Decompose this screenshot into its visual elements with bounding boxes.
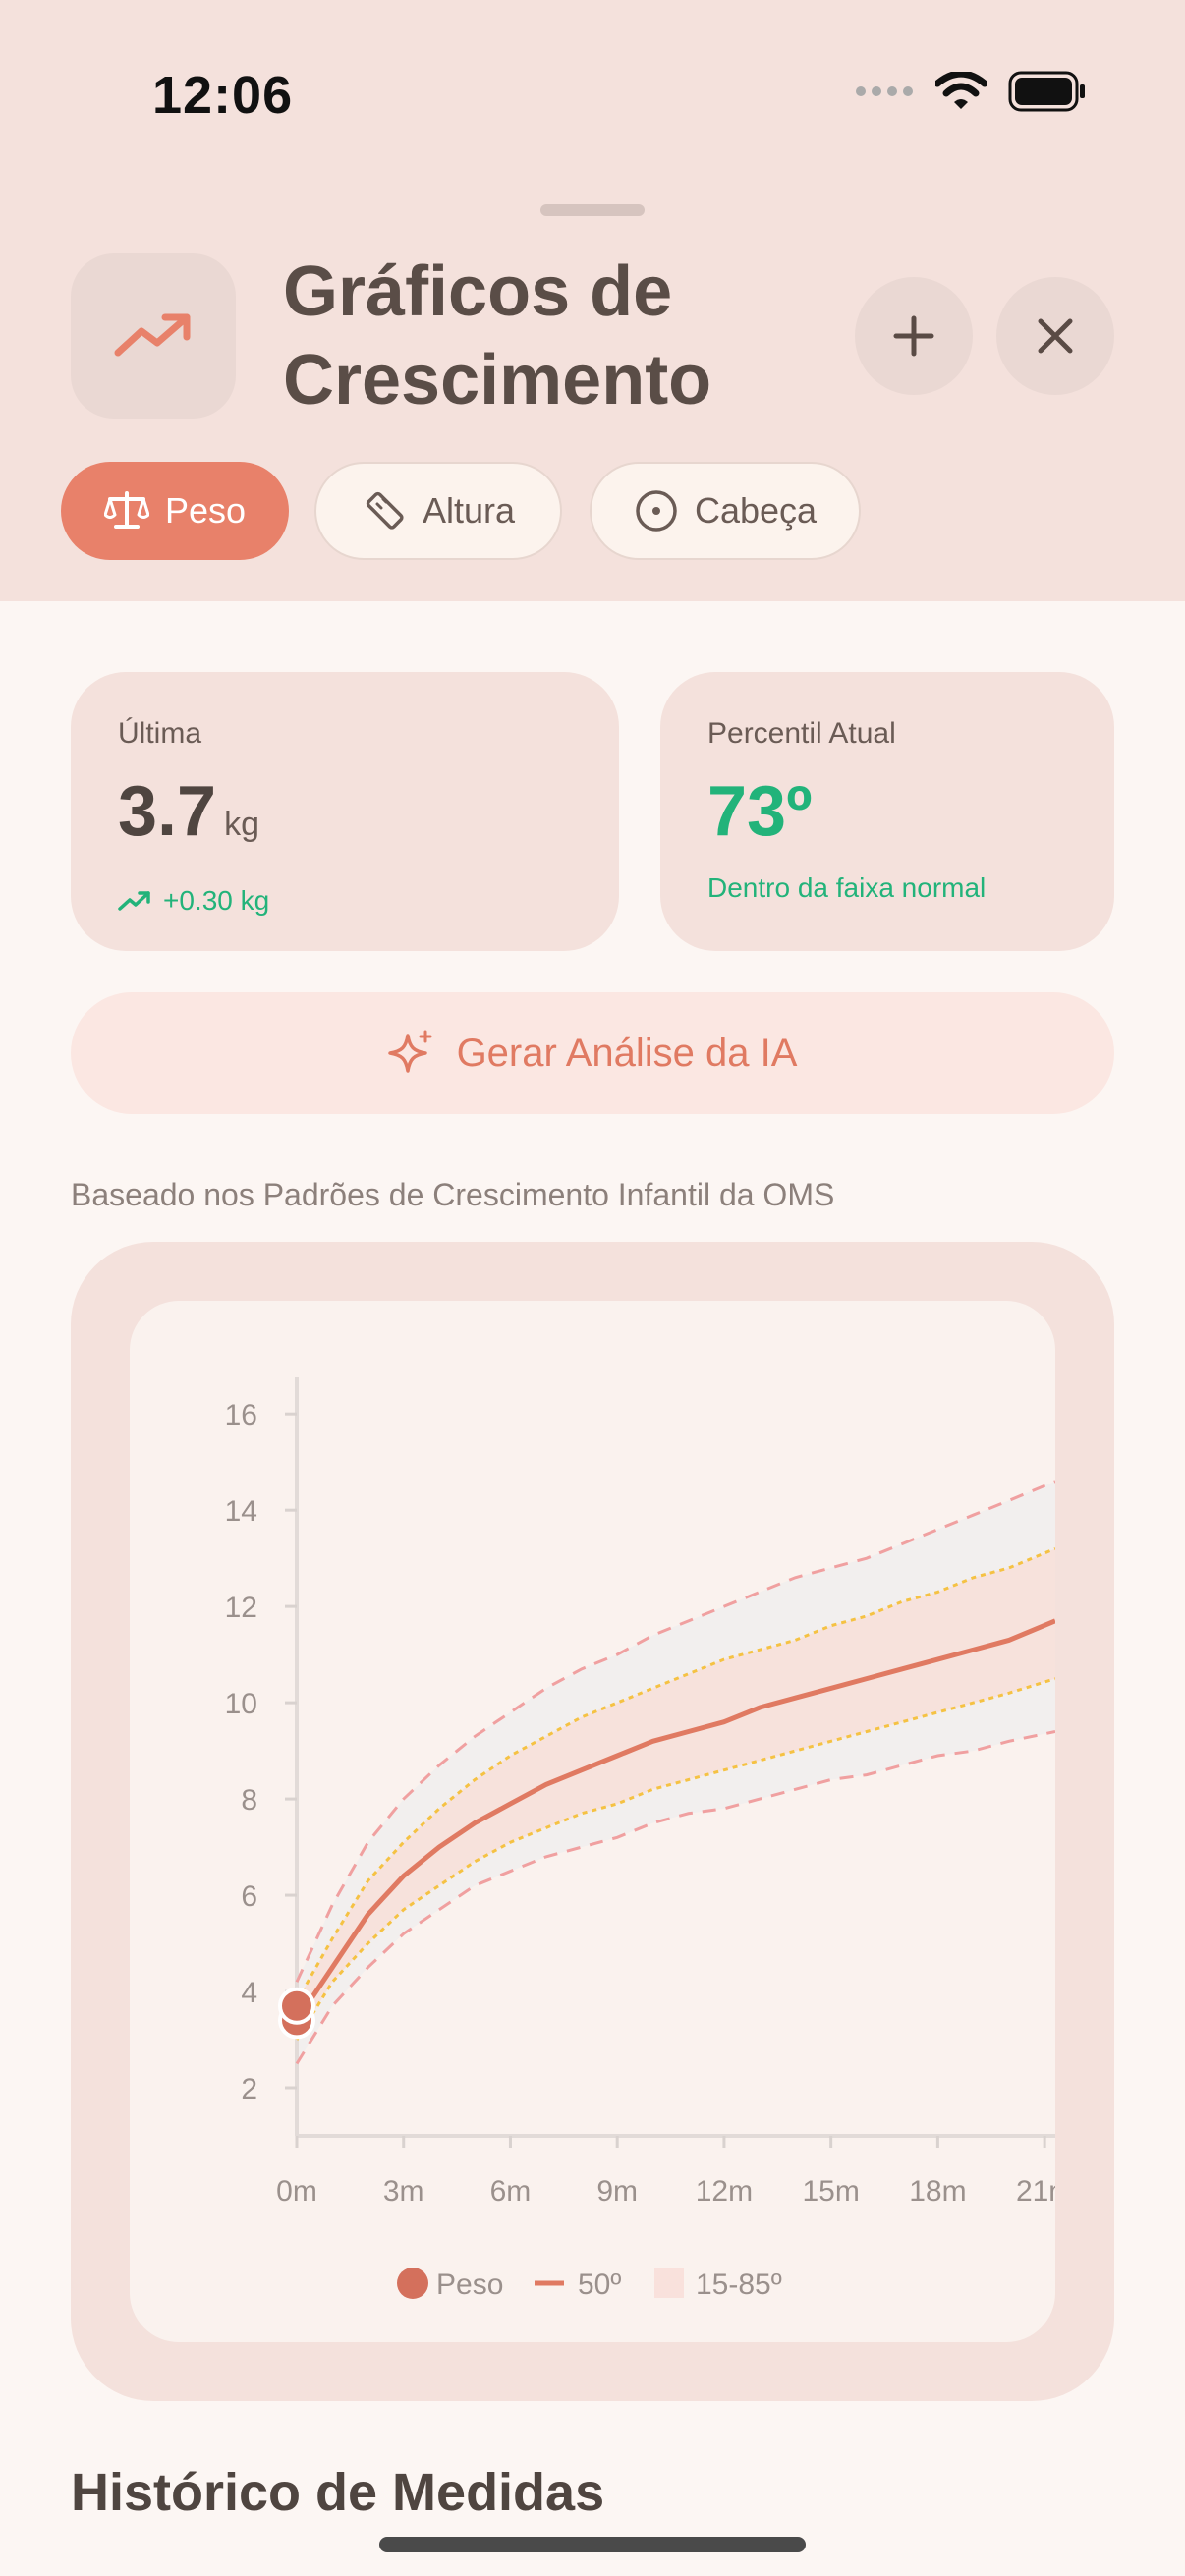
ruler-icon — [366, 491, 404, 530]
who-standards-note: Baseado nos Padrões de Crescimento Infan… — [71, 1177, 835, 1212]
page-title: Gráficos de Crescimento — [283, 248, 711, 424]
y-tick-label: 2 — [241, 2073, 257, 2105]
history-title: Histórico de Medidas — [71, 2463, 605, 2522]
x-tick-label: 12m — [696, 2175, 753, 2208]
percentile-card: Percentil Atual 73º Dentro da faixa norm… — [660, 672, 1114, 951]
status-icons — [855, 71, 1087, 112]
legend-band — [654, 2268, 684, 2298]
tab-peso-label: Peso — [164, 490, 247, 531]
y-tick-label: 10 — [225, 1688, 257, 1720]
latest-value: 3.7 — [118, 772, 217, 851]
close-icon — [1038, 318, 1073, 354]
wifi-icon — [935, 72, 987, 109]
x-tick-label: 0m — [276, 2175, 317, 2208]
add-button[interactable] — [855, 277, 973, 395]
ai-button-label: Gerar Análise da IA — [456, 1031, 798, 1075]
y-tick-label: 16 — [225, 1399, 257, 1431]
tab-peso[interactable]: Peso — [61, 462, 289, 560]
latest-change: +0.30 kg — [118, 885, 572, 917]
latest-unit: kg — [224, 806, 260, 843]
x-tick-label: 6m — [490, 2175, 532, 2208]
band-15-85 — [297, 1548, 1055, 2041]
y-tick-label: 8 — [241, 1784, 257, 1817]
p3-line — [295, 1730, 1055, 2065]
tab-cabeca-label: Cabeça — [694, 490, 818, 531]
x-tick-label: 3m — [383, 2175, 424, 2208]
tab-altura[interactable]: Altura — [314, 462, 562, 560]
legend-label-band: 15-85º — [696, 2268, 782, 2301]
cellular-signal-icon — [856, 86, 913, 96]
latest-weight-card: Última 3.7 kg +0.30 kg — [71, 672, 619, 951]
scale-icon — [103, 491, 149, 529]
sparkle-icon — [387, 1030, 432, 1073]
y-tick-label: 12 — [225, 1592, 257, 1624]
sheet-header: 12:06 Gráficos de Crescimento — [0, 0, 1185, 601]
latest-label: Última — [118, 717, 202, 750]
percentile-label: Percentil Atual — [707, 717, 896, 750]
target-icon — [636, 490, 677, 532]
x-tick-label: 21m — [1016, 2175, 1055, 2208]
home-indicator[interactable] — [379, 2537, 806, 2552]
y-tick-label: 4 — [241, 1977, 257, 2009]
legend-label-median: 50º — [578, 2268, 621, 2301]
battery-icon — [1008, 71, 1085, 112]
latest-value-row: 3.7 kg — [118, 772, 572, 864]
x-tick-label: 18m — [909, 2175, 966, 2208]
trend-up-icon — [71, 253, 236, 419]
legend-dot — [397, 2268, 428, 2299]
y-tick-label: 14 — [225, 1495, 257, 1528]
legend-label-peso: Peso — [436, 2268, 503, 2301]
growth-chart: 2 4 6 8 10 12 14 16 0m 3m 6m 9m 12m 15m 18m 21m Peso 50º… — [225, 1377, 1055, 2301]
tab-cabeca[interactable]: Cabeça — [590, 462, 861, 560]
title-line-1: Gráficos de — [283, 252, 673, 331]
sheet-grabber[interactable] — [540, 204, 645, 216]
x-tick-label: 15m — [802, 2175, 859, 2208]
growth-chart-panel: 2 4 6 8 10 12 14 16 0m 3m 6m 9m 12m 15m 18m 21m Peso 50º… — [130, 1301, 1055, 2342]
status-time: 12:06 — [152, 66, 294, 125]
latest-change-text: +0.30 kg — [163, 885, 270, 916]
median-line — [294, 1618, 1055, 2022]
weight-point — [278, 1987, 315, 2025]
y-tick-label: 6 — [241, 1880, 257, 1913]
growth-chart-card: 2 4 6 8 10 12 14 16 0m 3m 6m 9m 12m 15m 18m 21m Peso 50º… — [71, 1242, 1114, 2401]
trend-up-small-icon — [118, 891, 150, 911]
plus-icon — [893, 315, 934, 357]
percentile-value: 73º — [707, 772, 813, 851]
p97-line — [295, 1480, 1055, 1983]
p85-line — [295, 1546, 1055, 2002]
generate-ai-analysis-button[interactable]: Gerar Análise da IA — [71, 992, 1114, 1114]
x-tick-label: 9m — [596, 2175, 638, 2208]
title-line-2: Crescimento — [283, 341, 712, 420]
tab-altura-label: Altura — [422, 490, 516, 531]
close-button[interactable] — [996, 277, 1114, 395]
percentile-status: Dentro da faixa normal — [707, 872, 987, 903]
p15-line — [295, 1677, 1055, 2041]
